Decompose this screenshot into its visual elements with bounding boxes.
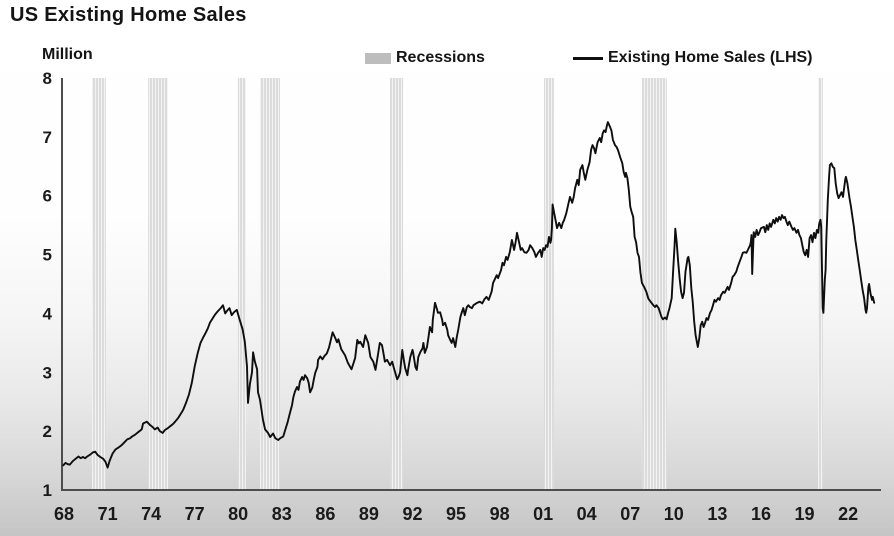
x-axis-tick-label: 16 xyxy=(751,504,771,524)
recession-band xyxy=(818,78,823,490)
y-axis-tick-label: 2 xyxy=(43,422,52,441)
x-axis-tick-label: 83 xyxy=(272,504,292,524)
x-axis-tick-label: 68 xyxy=(54,504,74,524)
legend-label-recessions: Recessions xyxy=(396,49,485,66)
line-swatch-icon xyxy=(573,56,603,60)
x-axis-tick-label: 01 xyxy=(533,504,553,524)
x-axis-tick-label: 89 xyxy=(359,504,379,524)
x-axis-tick-label: 04 xyxy=(577,504,597,524)
recession-swatch-icon xyxy=(365,52,391,64)
recession-band xyxy=(148,78,168,490)
x-axis-tick-label: 71 xyxy=(98,504,118,524)
x-axis-tick-label: 95 xyxy=(446,504,466,524)
recession-band xyxy=(390,78,404,490)
x-axis-tick-label: 86 xyxy=(315,504,335,524)
x-axis-tick-label: 80 xyxy=(228,504,248,524)
x-axis-tick-label: 10 xyxy=(664,504,684,524)
x-axis-tick-label: 92 xyxy=(402,504,422,524)
y-axis-tick-label: 3 xyxy=(43,363,52,382)
x-axis-tick-label: 77 xyxy=(185,504,205,524)
x-axis-tick-label: 74 xyxy=(141,504,161,524)
recession-band xyxy=(641,78,667,490)
x-axis-tick-label: 13 xyxy=(707,504,727,524)
y-axis-tick-label: 8 xyxy=(43,69,52,88)
legend-item-recessions: Recessions xyxy=(365,49,485,67)
recession-band xyxy=(260,78,280,490)
y-axis-unit-label: Million xyxy=(42,46,93,63)
existing-home-sales-line xyxy=(62,121,876,469)
x-axis-tick-label: 98 xyxy=(490,504,510,524)
recession-band xyxy=(544,78,554,490)
x-axis-tick-label: 22 xyxy=(838,504,858,524)
y-axis-tick-label: 7 xyxy=(43,128,52,147)
y-axis-tick-label: 1 xyxy=(43,481,52,500)
page-title: US Existing Home Sales xyxy=(10,4,247,26)
x-axis-tick-label: 07 xyxy=(620,504,640,524)
y-axis-tick-label: 4 xyxy=(43,304,53,323)
axis-lines xyxy=(61,78,881,491)
recession-band xyxy=(237,78,246,490)
legend-label-existing-home-sales: Existing Home Sales (LHS) xyxy=(608,49,813,66)
x-axis-tick-label: 19 xyxy=(794,504,814,524)
y-axis-tick-label: 6 xyxy=(43,187,52,206)
legend-item-existing-home-sales: Existing Home Sales (LHS) xyxy=(573,49,813,67)
recession-band xyxy=(92,78,106,490)
y-axis-tick-label: 5 xyxy=(43,246,52,265)
